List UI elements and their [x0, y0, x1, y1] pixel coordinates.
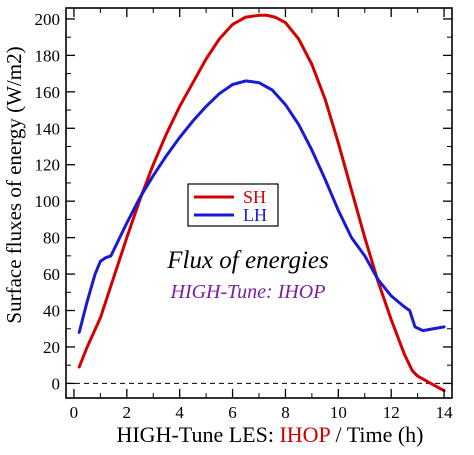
y-axis-label: Surface fluxes of energy (W/m2)	[2, 46, 26, 323]
y-tick-label: 140	[35, 119, 61, 138]
y-tick-label: 180	[35, 46, 61, 65]
legend-box	[187, 183, 279, 227]
annotation-subtitle: HIGH-Tune: IHOP	[170, 281, 326, 303]
x-tick-label: 4	[175, 403, 184, 422]
x-axis-label-ihop: IHOP	[279, 422, 330, 447]
x-tick-label: 10	[330, 403, 347, 422]
y-tick-label: 100	[35, 192, 61, 211]
legend-label-lh: LH	[243, 205, 267, 225]
y-tick-label: 20	[43, 338, 60, 357]
x-tick-label: 2	[123, 403, 132, 422]
x-tick-label: 14	[436, 403, 454, 422]
x-axis-label: HIGH-Tune LES: IHOP / Time (h)	[116, 422, 423, 447]
series-layer	[77, 13, 446, 393]
y-tick-label: 0	[52, 374, 61, 393]
y-tick-label: 200	[35, 10, 61, 29]
y-tick-label: 80	[43, 229, 60, 248]
x-tick-label: 0	[70, 403, 79, 422]
x-axis-label-prefix: HIGH-Tune LES:	[116, 422, 279, 447]
legend-label-sh: SH	[243, 187, 266, 207]
annotation-title: Flux of energies	[166, 247, 329, 274]
legend: SH LH	[187, 183, 279, 227]
x-tick-label: 6	[228, 403, 237, 422]
y-tick-label: 120	[35, 156, 61, 175]
x-tick-label: 12	[383, 403, 400, 422]
y-tick-label: 60	[43, 265, 60, 284]
x-tick-label: 8	[281, 403, 290, 422]
x-axis-label-suffix: / Time (h)	[330, 422, 424, 447]
y-tick-label: 160	[35, 83, 61, 102]
y-tick-label: 40	[43, 302, 60, 321]
series-line-lh	[77, 79, 446, 334]
